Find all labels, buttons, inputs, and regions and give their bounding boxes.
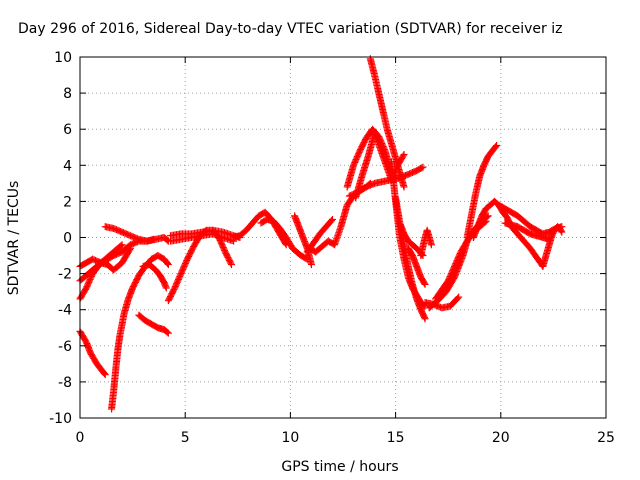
series-arc-19 <box>345 163 427 200</box>
data-point <box>399 152 407 160</box>
grid <box>80 57 606 418</box>
series-arc-6 <box>135 311 172 337</box>
series-arc-23 <box>396 219 427 260</box>
data-point <box>558 228 566 236</box>
series-arc-30 <box>501 219 553 243</box>
y-tick-label: -4 <box>58 303 72 319</box>
data-point <box>164 259 172 267</box>
data-point <box>126 246 134 254</box>
y-tick-label: 8 <box>63 86 72 102</box>
data-point <box>400 150 408 158</box>
series-arc-11 <box>166 230 238 245</box>
y-tick-label: -8 <box>58 375 72 391</box>
data-point <box>557 227 565 235</box>
chart-title: Day 296 of 2016, Sidereal Day-to-day VTE… <box>18 21 562 37</box>
data-point <box>164 261 172 269</box>
y-tick-label: 6 <box>63 122 72 138</box>
series-arc-13 <box>257 215 311 263</box>
data-point <box>493 141 501 149</box>
y-tick-label: 4 <box>63 158 72 174</box>
data-points <box>76 55 566 413</box>
data-point <box>328 215 336 223</box>
series-arc-22 <box>392 194 429 323</box>
x-axis-label: GPS time / hours <box>281 459 398 475</box>
data-point <box>455 293 463 301</box>
x-tick-label: 20 <box>492 430 510 446</box>
data-point <box>421 315 429 323</box>
data-point <box>117 242 125 250</box>
data-point <box>482 217 490 225</box>
x-tick-label: 0 <box>76 430 85 446</box>
data-point <box>484 212 492 220</box>
series-arc-33 <box>417 226 435 260</box>
y-tick-label: 2 <box>63 194 72 210</box>
data-point <box>327 217 335 225</box>
data-point <box>100 370 108 378</box>
data-point <box>418 164 426 172</box>
y-tick-label: 10 <box>54 50 72 66</box>
data-point <box>420 279 428 287</box>
y-tick-label: 0 <box>63 231 72 247</box>
data-point <box>420 313 428 321</box>
data-point <box>118 241 126 249</box>
y-tick-label: -2 <box>58 267 72 283</box>
series-arc-1 <box>76 327 109 379</box>
data-point <box>126 244 134 252</box>
axis-ticks: 0 5 10 15 20 25 -10 -8 -6 -4 -2 0 2 4 6 8 10 <box>49 50 615 446</box>
series-arc-4 <box>76 241 126 285</box>
data-point <box>454 294 462 302</box>
series-arc-8 <box>101 223 172 245</box>
y-tick-label: -6 <box>58 339 72 355</box>
data-point <box>227 259 235 267</box>
data-point <box>492 143 500 151</box>
x-tick-label: 25 <box>597 430 615 446</box>
data-point <box>427 241 435 249</box>
x-tick-label: 15 <box>387 430 405 446</box>
data-point <box>164 329 172 337</box>
data-point <box>421 280 429 288</box>
data-point <box>400 183 408 191</box>
data-point <box>419 163 427 171</box>
series-arc-20 <box>366 55 408 191</box>
series-arc-14 <box>291 212 315 269</box>
y-axis-label: SDTVAR / TECUs <box>6 181 22 296</box>
data-point <box>227 261 235 269</box>
data-point <box>307 261 315 269</box>
data-point <box>163 328 171 336</box>
series-arc-7 <box>139 261 170 292</box>
series-arc-31 <box>539 223 566 270</box>
x-tick-label: 10 <box>281 430 299 446</box>
series-arc-5 <box>108 252 172 413</box>
series-arc-27 <box>463 141 501 241</box>
data-point <box>101 371 109 379</box>
data-point <box>162 284 170 292</box>
series-arc-32 <box>404 244 429 288</box>
y-tick-label: -10 <box>49 411 72 427</box>
data-point <box>163 236 171 244</box>
x-tick-label: 5 <box>181 430 190 446</box>
